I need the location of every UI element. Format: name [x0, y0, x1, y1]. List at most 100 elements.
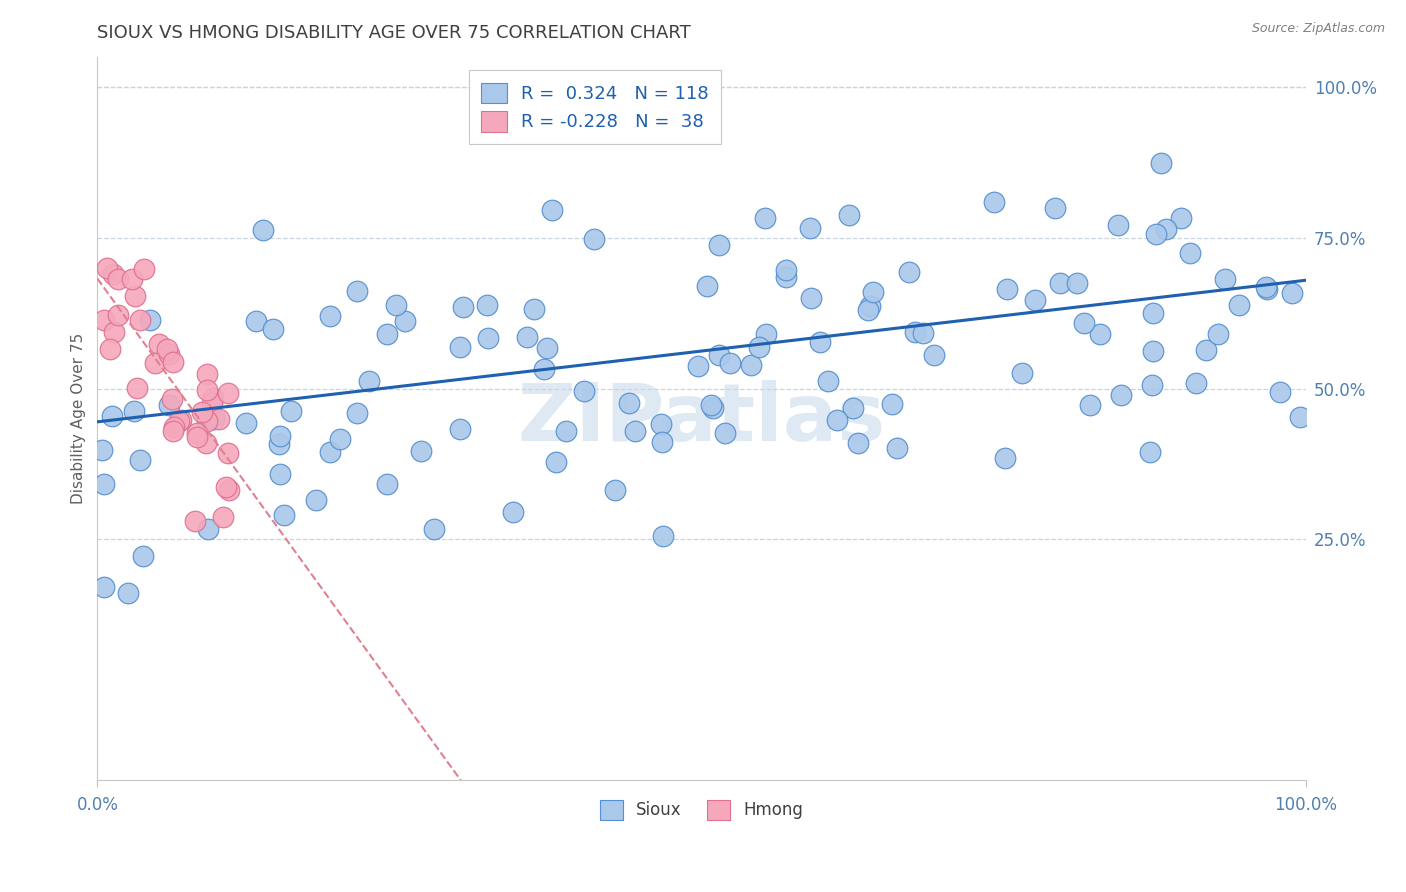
- Point: [280, 404, 302, 418]
- Point: [554, 424, 576, 438]
- Point: [1049, 276, 1071, 290]
- Point: [235, 417, 257, 431]
- Point: [838, 208, 860, 222]
- Point: [202, 391, 225, 405]
- Point: [827, 413, 849, 427]
- Point: [718, 356, 741, 370]
- Point: [212, 510, 235, 524]
- Point: [544, 455, 567, 469]
- Point: [1142, 343, 1164, 358]
- Point: [983, 194, 1005, 209]
- Point: [800, 291, 823, 305]
- Point: [375, 326, 398, 341]
- Point: [886, 441, 908, 455]
- Point: [754, 211, 776, 225]
- Point: [385, 297, 408, 311]
- Point: [93, 580, 115, 594]
- Point: [700, 398, 723, 412]
- Point: [898, 265, 921, 279]
- Point: [1185, 376, 1208, 390]
- Point: [122, 404, 145, 418]
- Point: [1043, 202, 1066, 216]
- Point: [304, 493, 326, 508]
- Point: [624, 424, 647, 438]
- Point: [394, 314, 416, 328]
- Point: [922, 348, 945, 362]
- Point: [707, 237, 730, 252]
- Point: [125, 380, 148, 394]
- Point: [1090, 327, 1112, 342]
- Point: [162, 355, 184, 369]
- Point: [107, 272, 129, 286]
- Point: [713, 426, 735, 441]
- Point: [1140, 378, 1163, 392]
- Point: [128, 313, 150, 327]
- Point: [329, 433, 352, 447]
- Point: [1289, 409, 1312, 424]
- Point: [132, 549, 155, 564]
- Point: [103, 267, 125, 281]
- Point: [1139, 445, 1161, 459]
- Point: [162, 420, 184, 434]
- Point: [1107, 219, 1129, 233]
- Point: [572, 384, 595, 398]
- Point: [132, 261, 155, 276]
- Point: [912, 326, 935, 341]
- Point: [245, 314, 267, 328]
- Point: [1078, 398, 1101, 412]
- Point: [273, 508, 295, 522]
- Point: [686, 359, 709, 373]
- Point: [423, 522, 446, 536]
- Point: [1213, 271, 1236, 285]
- Point: [808, 334, 831, 349]
- Point: [1208, 327, 1230, 342]
- Point: [359, 375, 381, 389]
- Point: [160, 392, 183, 407]
- Point: [862, 285, 884, 300]
- Point: [319, 309, 342, 323]
- Point: [157, 398, 180, 412]
- Point: [533, 362, 555, 376]
- Point: [93, 313, 115, 327]
- Point: [217, 446, 239, 460]
- Point: [148, 336, 170, 351]
- Point: [1254, 280, 1277, 294]
- Point: [1281, 286, 1303, 301]
- Point: [217, 386, 239, 401]
- Point: [1073, 316, 1095, 330]
- Point: [603, 483, 626, 497]
- Point: [267, 437, 290, 451]
- Point: [169, 414, 191, 428]
- Point: [375, 476, 398, 491]
- Point: [1142, 306, 1164, 320]
- Point: [702, 401, 724, 415]
- Point: [880, 397, 903, 411]
- Point: [502, 505, 524, 519]
- Point: [1154, 222, 1177, 236]
- Point: [619, 396, 641, 410]
- Point: [1256, 282, 1278, 296]
- Point: [755, 327, 778, 342]
- Point: [846, 436, 869, 450]
- Point: [98, 342, 121, 356]
- Point: [201, 395, 224, 409]
- Y-axis label: Disability Age Over 75: Disability Age Over 75: [72, 334, 86, 505]
- Point: [1194, 343, 1216, 357]
- Point: [748, 340, 770, 354]
- Point: [516, 330, 538, 344]
- Point: [1144, 227, 1167, 241]
- Point: [995, 282, 1018, 296]
- Point: [117, 586, 139, 600]
- Point: [155, 342, 177, 356]
- Point: [252, 223, 274, 237]
- Point: [186, 426, 208, 441]
- Point: [170, 413, 193, 427]
- Point: [215, 480, 238, 494]
- Point: [1150, 155, 1173, 169]
- Point: [904, 325, 927, 339]
- Legend: Sioux, Hmong: Sioux, Hmong: [593, 794, 810, 826]
- Point: [346, 406, 368, 420]
- Point: [536, 341, 558, 355]
- Point: [409, 444, 432, 458]
- Point: [107, 308, 129, 322]
